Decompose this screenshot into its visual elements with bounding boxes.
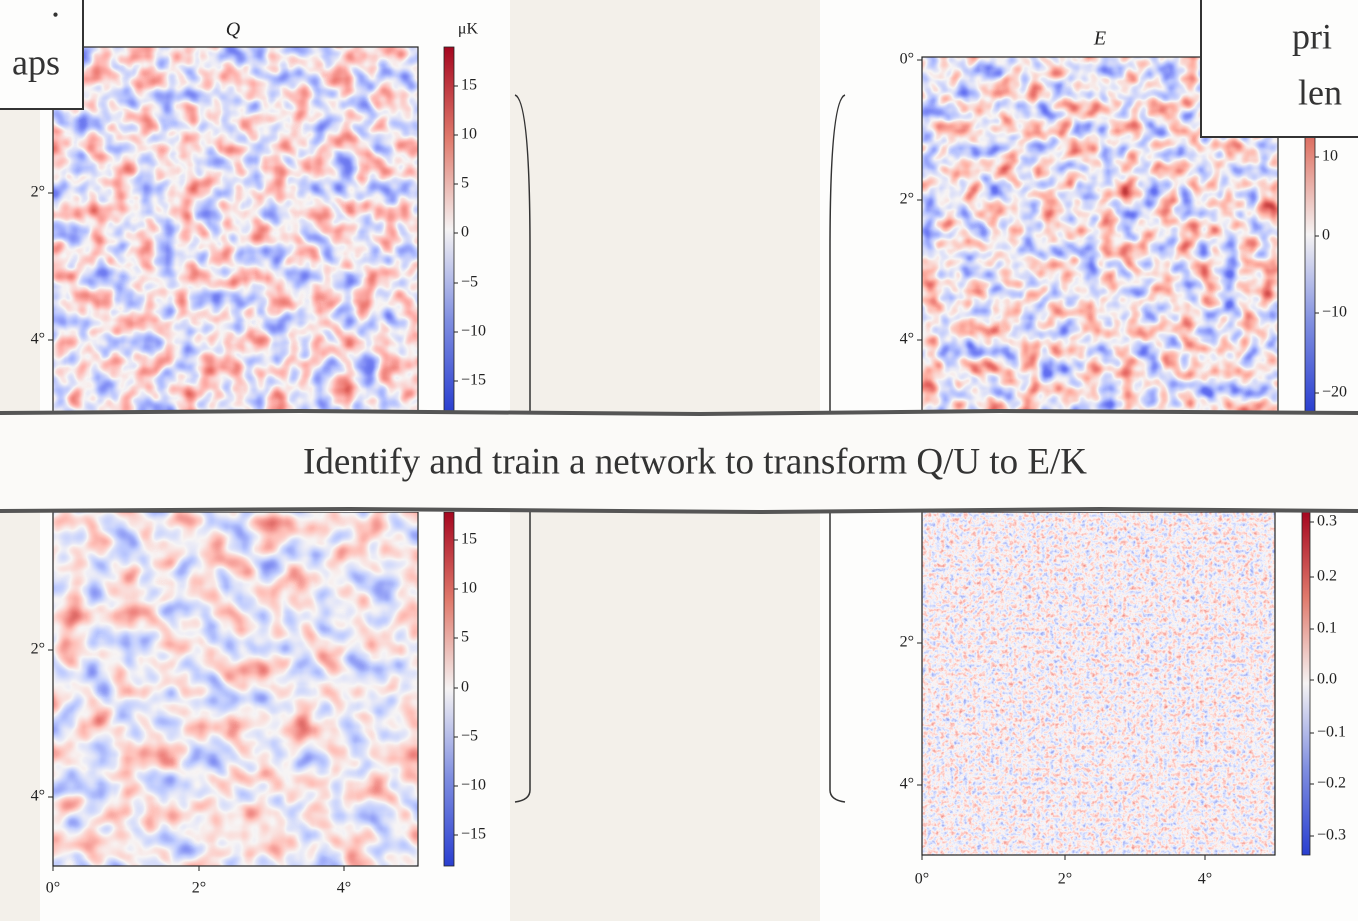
panel-title: Q	[226, 19, 241, 41]
x-tick-label: 0°	[915, 871, 929, 888]
panel-title: E	[1093, 28, 1106, 50]
colorbar	[443, 511, 455, 867]
colorbar-label: −5	[461, 728, 478, 745]
map-image	[53, 512, 418, 866]
colorbar-label: −15	[461, 372, 486, 389]
banner-background	[0, 412, 1358, 512]
y-tick-label: 4°	[31, 331, 45, 348]
colorbar-label: 0	[1322, 227, 1330, 244]
colorbar-label: 15	[461, 531, 477, 548]
colorbar-label: −0.1	[1317, 724, 1346, 741]
colorbar-label: 5	[461, 175, 469, 192]
x-tick-label: 2°	[192, 880, 206, 897]
colorbar-label: −10	[1322, 304, 1347, 321]
bracket	[514, 94, 531, 803]
colorbar-label: 10	[1322, 148, 1338, 165]
banner-border	[0, 506, 1358, 515]
colorbar-label: −0.3	[1317, 827, 1346, 844]
x-tick-label: 0°	[46, 880, 60, 897]
colorbar-label: 0.1	[1317, 620, 1337, 637]
y-tick-label: 2°	[900, 634, 914, 651]
callout-box	[0, 0, 84, 110]
callout-right: pri len	[1200, 0, 1358, 138]
banner-border	[0, 408, 1358, 417]
colorbar	[443, 46, 455, 413]
colorbar-label: 10	[461, 126, 477, 143]
colorbar-label: 10	[461, 580, 477, 597]
banner-text: Identify and train a network to transfor…	[303, 441, 1087, 482]
y-tick-label: 4°	[900, 776, 914, 793]
callout-left: . aps	[0, 0, 84, 110]
colorbar-label: 0.0	[1317, 671, 1337, 688]
map-image	[53, 47, 418, 412]
callout-box	[1200, 0, 1358, 138]
bracket	[829, 94, 846, 803]
colorbar-label: 0.3	[1317, 513, 1337, 530]
x-tick-label: 4°	[1198, 871, 1212, 888]
colorbar-label: 0	[461, 679, 469, 696]
colorbar-label: −15	[461, 826, 486, 843]
colorbar-label: −20	[1322, 384, 1347, 401]
callout-text: .	[51, 0, 60, 24]
colorbar-label: −10	[461, 323, 486, 340]
y-tick-label: 0°	[900, 51, 914, 68]
colorbar-label: −0.2	[1317, 775, 1346, 792]
colorbar-label: 0.2	[1317, 568, 1337, 585]
y-tick-label: 2°	[31, 184, 45, 201]
colorbar	[1301, 511, 1311, 856]
y-tick-label: 4°	[31, 788, 45, 805]
colorbar-label: −5	[461, 274, 478, 291]
colorbar-unit: μK	[458, 21, 479, 38]
callout-text: pri	[1292, 16, 1332, 56]
colorbar-label: 15	[461, 77, 477, 94]
callout-text: len	[1298, 72, 1342, 112]
x-tick-label: 2°	[1058, 871, 1072, 888]
callout-text: aps	[12, 42, 60, 82]
map-image	[922, 512, 1275, 855]
colorbar-label: −10	[461, 777, 486, 794]
banner: Identify and train a network to transfor…	[0, 408, 1358, 515]
y-tick-label: 4°	[900, 331, 914, 348]
colorbar-label: 0	[461, 224, 469, 241]
x-tick-label: 4°	[337, 880, 351, 897]
y-tick-label: 2°	[31, 641, 45, 658]
y-tick-label: 2°	[900, 191, 914, 208]
colorbar-label: 5	[461, 629, 469, 646]
